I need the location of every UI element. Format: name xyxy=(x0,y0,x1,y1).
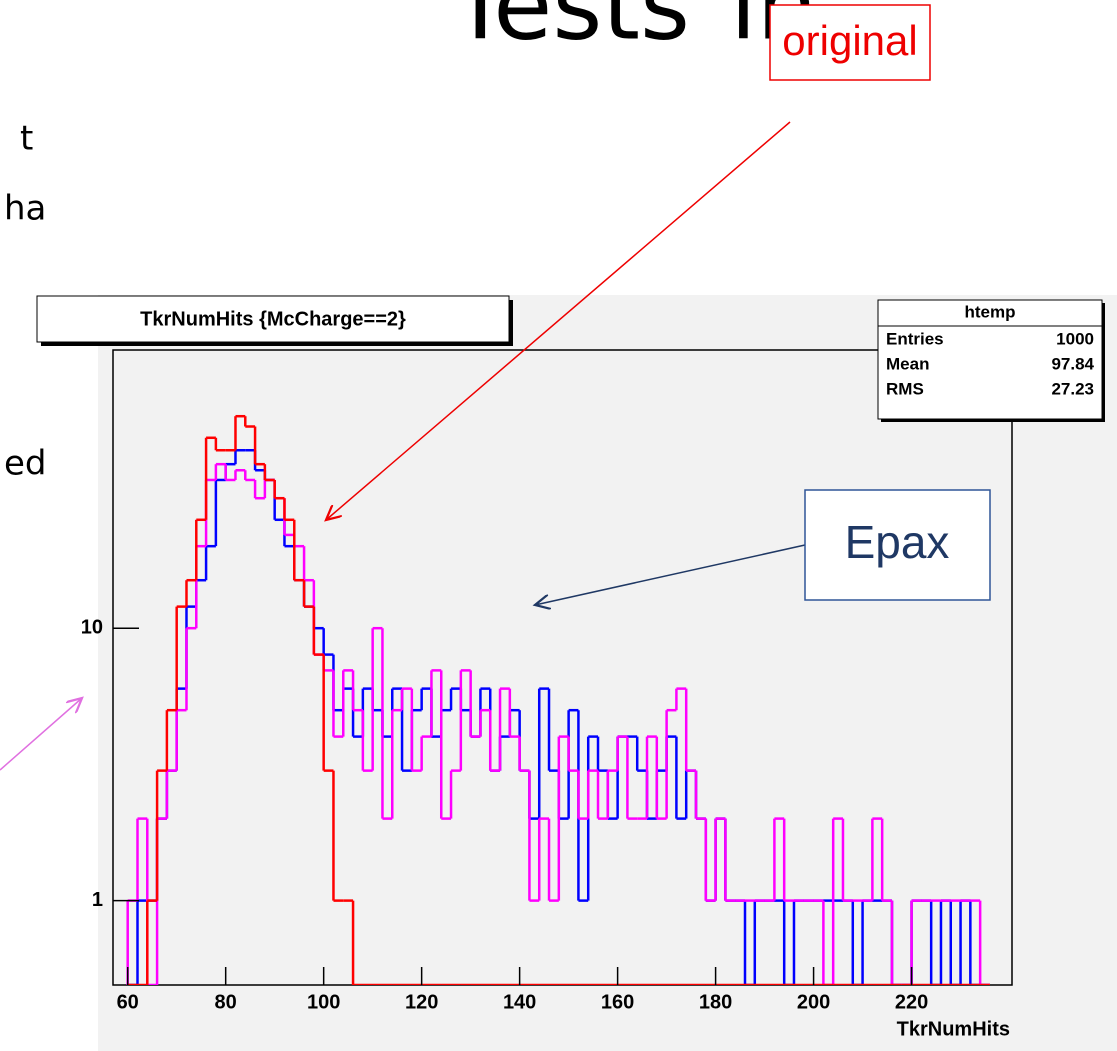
slide-text: ha xyxy=(4,189,46,229)
arrow xyxy=(326,121,791,520)
series xyxy=(127,414,990,985)
stats-box xyxy=(877,299,1103,420)
slide-text: ed xyxy=(4,444,47,484)
stats-label: Mean xyxy=(886,354,929,373)
x-tick-label: 60 xyxy=(117,991,139,1013)
x-tick-label: 200 xyxy=(797,991,830,1013)
stats-label: Entries xyxy=(886,329,944,348)
chart-title: TkrNumHits {McCharge==2} xyxy=(140,308,406,330)
annotation-box xyxy=(804,489,991,601)
x-tick-label: 120 xyxy=(405,991,438,1013)
stats-value: 1000 xyxy=(1056,329,1094,348)
annotation: Epax xyxy=(845,516,950,568)
x-tick-label: 80 xyxy=(215,991,237,1013)
slide-text: t xyxy=(20,119,33,159)
plot-frame xyxy=(112,349,1013,986)
axes: 60 80 100 120 140 160 180 200 220 1 10 xyxy=(81,616,929,1013)
stats-title: htemp xyxy=(965,302,1016,321)
stats-value: 27.23 xyxy=(1051,379,1094,398)
x-axis-label: TkrNumHits xyxy=(897,1018,1010,1040)
arrow xyxy=(535,544,806,605)
stats-rows: Entries 1000 Mean 97.84 RMS 27.23 xyxy=(886,329,1095,398)
annotation: original xyxy=(782,17,917,64)
x-tick-label: 180 xyxy=(699,991,732,1013)
x-tick-label: 140 xyxy=(503,991,536,1013)
annotation-box xyxy=(769,4,931,81)
x-tick-label: 160 xyxy=(601,991,634,1013)
x-tick-label: 220 xyxy=(895,991,928,1013)
stats-label: RMS xyxy=(886,379,924,398)
title-box xyxy=(36,295,510,343)
x-tick-label: 100 xyxy=(307,991,340,1013)
plot-area xyxy=(126,414,990,985)
arrow xyxy=(0,698,82,771)
stats-value: 97.84 xyxy=(1051,354,1094,373)
y-tick-label: 10 xyxy=(81,616,103,638)
slide-title: Tests xyxy=(450,0,690,61)
y-tick-label: 1 xyxy=(92,889,103,911)
